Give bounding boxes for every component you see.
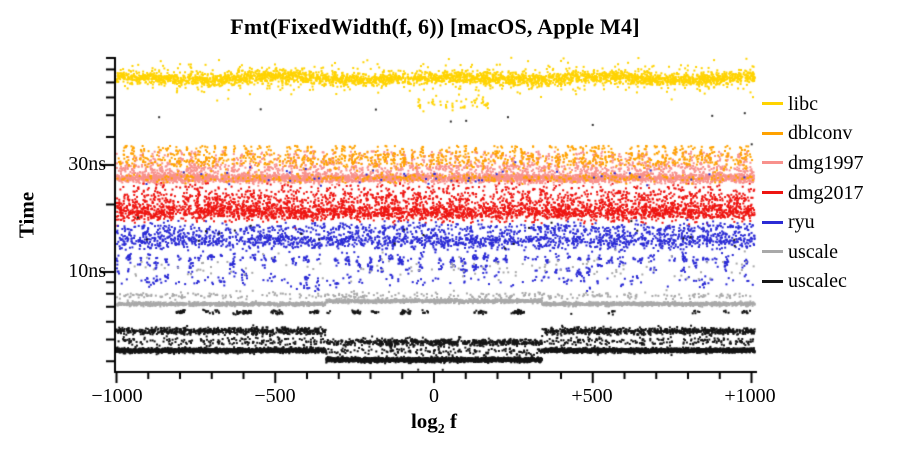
legend-swatch-ryu — [762, 220, 783, 224]
legend-swatch-dmg2017 — [762, 191, 783, 195]
legend-item-libc: libc — [762, 89, 864, 119]
x-tick-label: 0 — [429, 385, 439, 407]
legend-swatch-libc — [762, 102, 783, 106]
x-axis-label: log2 f — [410, 409, 458, 438]
legend-swatch-dblconv — [762, 131, 783, 135]
chart-title: Fmt(FixedWidth(f, 6)) [macOS, Apple M4] — [230, 14, 640, 39]
x-tick-label: −1000 — [91, 385, 143, 407]
legend-item-uscalec: uscalec — [762, 267, 864, 297]
legend-item-uscale: uscale — [762, 237, 864, 267]
x-tick-label: +500 — [571, 385, 613, 407]
y-tick-label-10ns: 10ns — [68, 260, 106, 282]
y-axis-label: Time — [14, 191, 39, 239]
x-tick-label: −500 — [254, 385, 296, 407]
legend-swatch-uscalec — [762, 279, 783, 283]
legend-item-dmg1997: dmg1997 — [762, 148, 864, 178]
y-tick-label-30ns: 30ns — [68, 153, 106, 175]
legend: libc dblconv dmg1997 dmg2017 ryu uscale … — [762, 89, 864, 296]
legend-swatch-uscale — [762, 250, 783, 254]
x-tick-label: +1000 — [724, 385, 776, 407]
legend-item-dmg2017: dmg2017 — [762, 178, 864, 208]
legend-item-dblconv: dblconv — [762, 119, 864, 149]
legend-item-ryu: ryu — [762, 207, 864, 237]
legend-swatch-dmg1997 — [762, 161, 783, 165]
